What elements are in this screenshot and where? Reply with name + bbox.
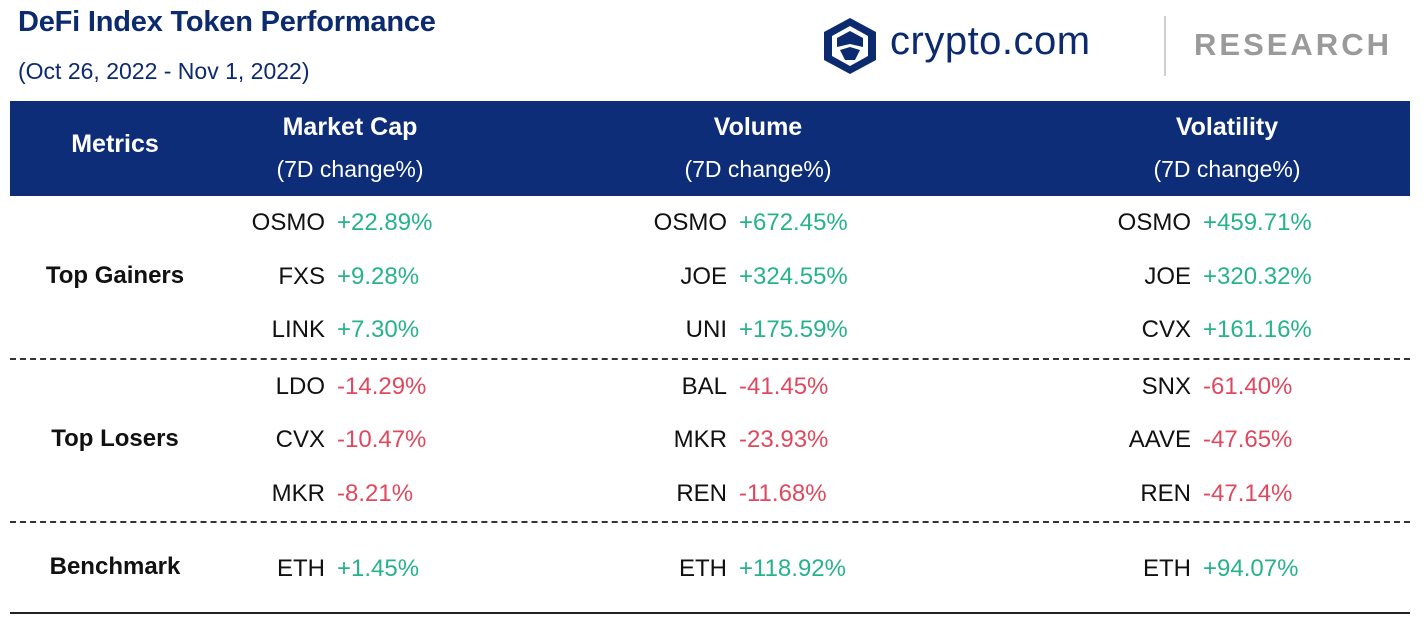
token-symbol: OSMO — [653, 209, 727, 236]
change-value: -11.68% — [739, 480, 827, 507]
column-subtitle: (7D change%) — [276, 156, 424, 182]
group-label-benchmark: Benchmark — [49, 553, 181, 580]
token-symbol: ETH — [679, 555, 727, 582]
brand-wordmark: crypto.com — [890, 19, 1091, 63]
change-value: -47.65% — [1203, 426, 1293, 453]
column-subtitle: (7D change%) — [684, 156, 832, 182]
token-symbol: FXS — [278, 263, 325, 290]
column-header-market-cap: Market Cap (7D change%) — [240, 112, 460, 184]
token-symbol: BAL — [681, 373, 727, 400]
token-symbol: ETH — [1143, 555, 1191, 582]
column-header-volume: Volume (7D change%) — [648, 112, 868, 184]
column-title: Market Cap — [282, 113, 418, 141]
token-symbol: CVX — [275, 426, 325, 453]
change-value: +175.59% — [739, 316, 848, 343]
brand-divider — [1164, 16, 1166, 76]
page-title: DeFi Index Token Performance — [18, 6, 436, 38]
change-value: +320.32% — [1203, 263, 1312, 290]
change-value: -61.40% — [1203, 373, 1293, 400]
change-value: +161.16% — [1203, 316, 1312, 343]
column-subtitle: (7D change%) — [1153, 156, 1301, 182]
token-symbol: JOE — [1144, 263, 1191, 290]
date-range-subtitle: (Oct 26, 2022 - Nov 1, 2022) — [18, 58, 310, 84]
token-symbol: REN — [676, 480, 727, 507]
table-header-band — [10, 101, 1410, 196]
change-value: +324.55% — [739, 263, 848, 290]
token-symbol: MKR — [271, 480, 325, 507]
change-value: +1.45% — [337, 555, 420, 582]
token-symbol: AAVE — [1128, 426, 1191, 453]
token-symbol: REN — [1140, 480, 1191, 507]
token-symbol: MKR — [673, 426, 727, 453]
token-symbol: LDO — [275, 373, 325, 400]
change-value: +7.30% — [337, 316, 420, 343]
column-title: Volume — [713, 113, 803, 141]
change-value: +9.28% — [337, 263, 420, 290]
group-label-top-losers: Top Losers — [51, 425, 179, 452]
change-value: -23.93% — [739, 426, 829, 453]
group-divider — [10, 521, 1410, 523]
table-bottom-rule — [10, 612, 1410, 614]
change-value: +118.92% — [739, 555, 846, 582]
token-symbol: OSMO — [251, 209, 325, 236]
token-symbol: UNI — [685, 316, 727, 343]
group-divider — [10, 358, 1410, 360]
token-symbol: SNX — [1141, 373, 1191, 400]
token-symbol: JOE — [680, 263, 727, 290]
column-header-volatility: Volatility (7D change%) — [1117, 112, 1337, 184]
change-value: +672.45% — [739, 209, 848, 236]
column-title: Volatility — [1175, 113, 1279, 141]
crypto-com-lion-icon — [824, 18, 876, 74]
token-symbol: OSMO — [1117, 209, 1191, 236]
change-value: -47.14% — [1203, 480, 1293, 507]
change-value: -14.29% — [337, 373, 427, 400]
brand-research-label: RESEARCH — [1194, 27, 1392, 62]
token-symbol: LINK — [271, 316, 325, 343]
change-value: -10.47% — [337, 426, 427, 453]
metrics-column-header: Metrics — [71, 130, 159, 158]
group-label-top-gainers: Top Gainers — [45, 262, 185, 289]
change-value: +94.07% — [1203, 555, 1299, 582]
change-value: -8.21% — [337, 480, 414, 507]
change-value: +459.71% — [1203, 209, 1312, 236]
change-value: -41.45% — [739, 373, 829, 400]
token-symbol: CVX — [1141, 316, 1191, 343]
change-value: +22.89% — [337, 209, 433, 236]
token-symbol: ETH — [277, 555, 325, 582]
